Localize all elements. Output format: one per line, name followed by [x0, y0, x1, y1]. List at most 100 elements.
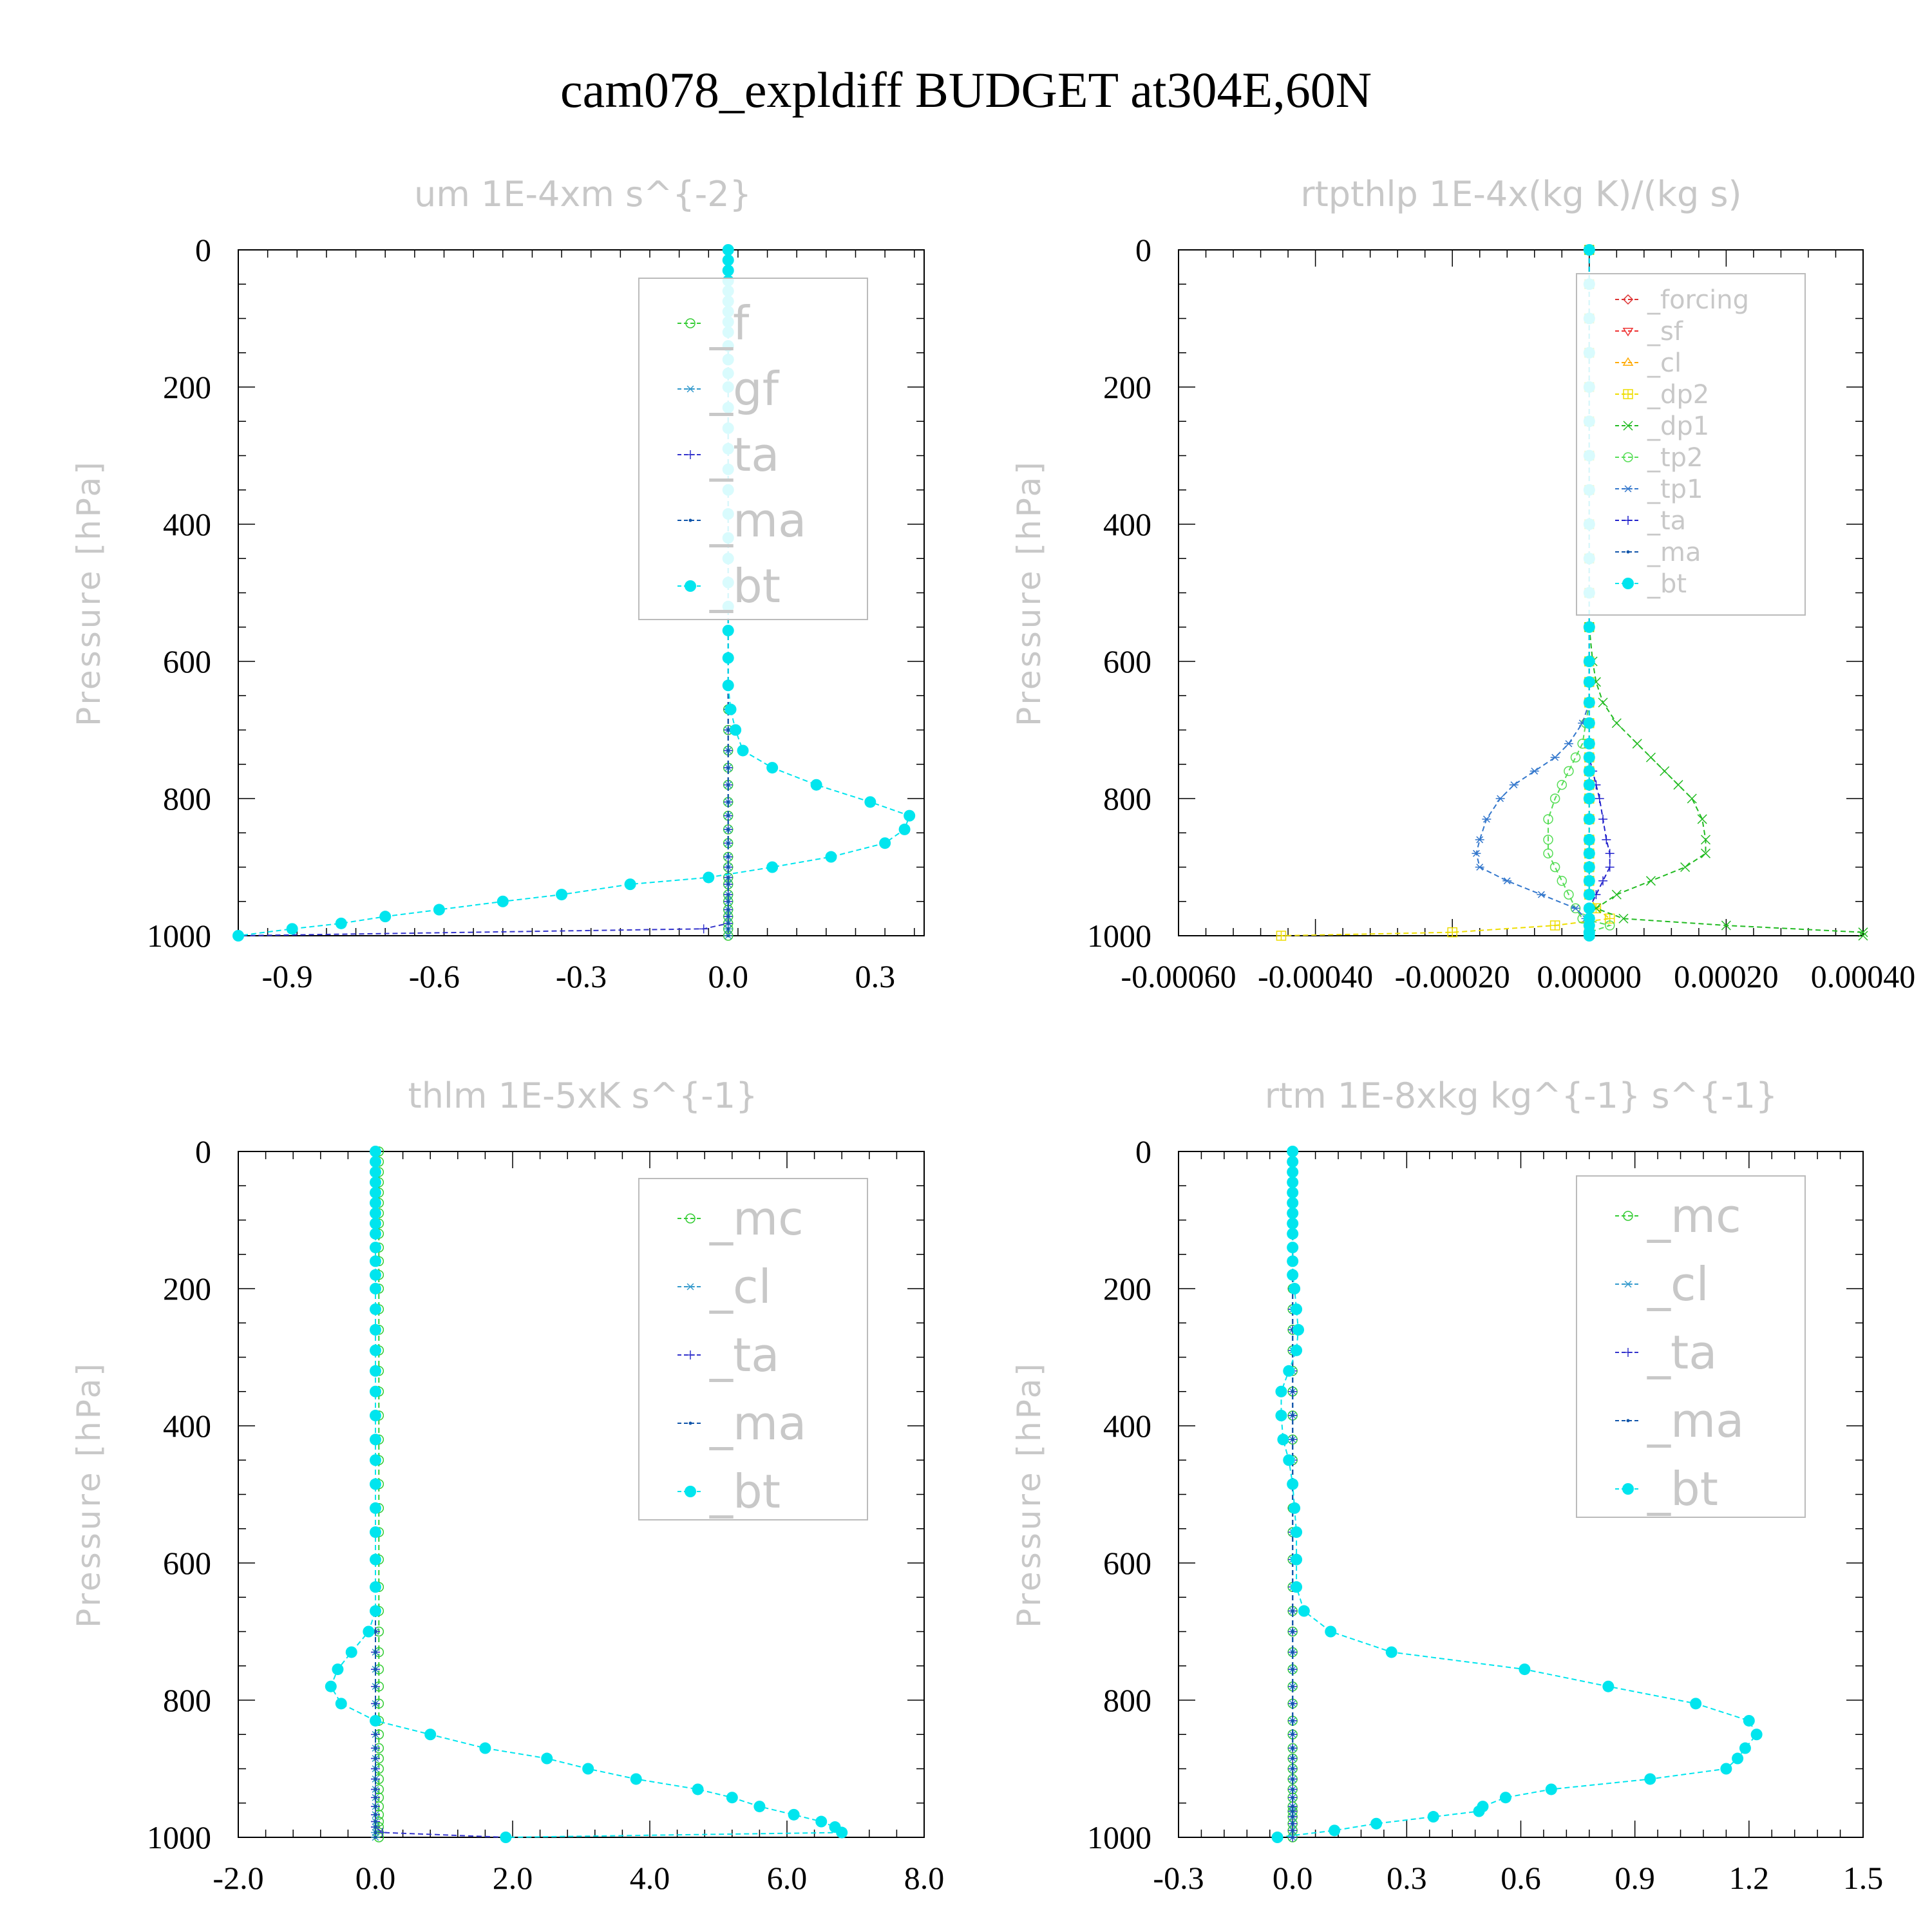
- thlm-point-ma: [374, 1701, 377, 1705]
- um-legend-marker: [685, 318, 696, 328]
- rtm-point-bt: [1287, 1207, 1299, 1219]
- thlm-point-bt: [370, 1605, 381, 1617]
- um-y-axis-label: Pressure [hPa]: [70, 459, 108, 726]
- thlm-point-ma: [374, 1795, 377, 1799]
- rtm-point-bt: [1325, 1625, 1337, 1638]
- rtpthlp-point-tp1: [1530, 767, 1539, 775]
- thlm-point-ta: [377, 1828, 387, 1837]
- figure-title: cam078_expldiff BUDGET at304E,60N: [560, 62, 1372, 118]
- thlm-point-bt: [370, 1365, 381, 1377]
- thlm-point-bt: [370, 1526, 381, 1539]
- um-point-bt: [722, 625, 734, 637]
- um-point-bt: [864, 796, 876, 808]
- rtm-point-bt: [1291, 1303, 1303, 1315]
- um-point-ma: [726, 855, 730, 859]
- thlm-point-bt: [370, 1176, 381, 1188]
- rtpthlp-point-dp1: [1598, 697, 1608, 708]
- rtm-point-bt: [1720, 1763, 1732, 1775]
- rtpthlp-point-bt: [1583, 779, 1595, 791]
- thlm-point-bt: [370, 1197, 381, 1209]
- thlm-point-bt: [345, 1646, 357, 1658]
- rtm-point-ma: [1291, 1767, 1294, 1770]
- rtm-point-bt: [1287, 1186, 1299, 1198]
- rtm-point-bt: [1289, 1283, 1301, 1294]
- um-point-bt: [722, 254, 734, 266]
- um-x-tick-label: 0.0: [708, 958, 748, 994]
- rtm-x-tick-label: 0.3: [1387, 1860, 1427, 1896]
- thlm-panel-title: thlm 1E-5xK s^{-1}: [408, 1075, 758, 1116]
- thlm-point-ma: [374, 1685, 377, 1689]
- rtm-y-tick-label: 800: [1103, 1682, 1151, 1718]
- um-point-bt: [879, 837, 891, 849]
- um-point-ma: [726, 841, 730, 845]
- thlm-legend-marker: [686, 1283, 695, 1291]
- um-point-ma: [726, 927, 730, 931]
- rtpthlp-point-tp1: [1482, 815, 1492, 823]
- rtm-point-bt: [1750, 1728, 1763, 1741]
- rtm-point-bt: [1743, 1714, 1755, 1727]
- rtpthlp-y-tick-label: 0: [1135, 232, 1151, 268]
- rtm-point-ma: [1291, 1777, 1294, 1781]
- thlm-point-ma: [374, 1747, 377, 1750]
- rtpthlp-point-dp1: [1700, 835, 1711, 845]
- rtpthlp-legend-label: _dp1: [1647, 412, 1709, 441]
- rtpthlp-point-tp2: [1564, 889, 1574, 900]
- rtpthlp-x-tick-label: -0.00060: [1121, 958, 1236, 994]
- thlm-x-tick-label: 8.0: [904, 1860, 945, 1896]
- rtm-y-axis-label: Pressure [hPa]: [1010, 1361, 1048, 1628]
- rtpthlp-point-tp2: [1570, 752, 1581, 762]
- um-point-ma: [726, 766, 730, 770]
- um-point-ma: [726, 908, 730, 912]
- rtm-point-bt: [1690, 1698, 1702, 1710]
- rtpthlp-point-dp1: [1687, 793, 1697, 804]
- um-panel-title: um 1E-4xm s^{-2}: [414, 174, 752, 214]
- rtpthlp-point-dp1: [1645, 752, 1656, 762]
- um-point-bt: [810, 779, 822, 791]
- thlm-point-ma: [374, 1650, 377, 1654]
- rtpthlp-point-dp1: [1611, 718, 1622, 728]
- um-legend-label: _ta: [709, 428, 779, 482]
- um-point-ma: [726, 866, 730, 869]
- rtm-point-ma: [1291, 1414, 1294, 1417]
- um-legend-marker: [686, 450, 695, 459]
- rtpthlp-legend-marker: [1622, 294, 1634, 305]
- thlm-legend-marker: [685, 1486, 696, 1497]
- thlm-point-bt: [370, 1283, 381, 1294]
- rtpthlp-point-dp1: [1611, 889, 1622, 900]
- um-point-ma: [726, 814, 730, 818]
- rtpthlp-x-tick-label: -0.00020: [1395, 958, 1510, 994]
- um-legend-marker: [686, 385, 695, 393]
- rtm-legend-marker: [1624, 1280, 1633, 1288]
- thlm-y-tick-label: 600: [163, 1545, 211, 1581]
- thlm-point-bt: [370, 1255, 381, 1267]
- thlm-point-bt: [370, 1146, 381, 1157]
- um-point-bt: [379, 911, 392, 923]
- rtm-point-bt: [1277, 1434, 1289, 1446]
- thlm-point-ma: [374, 1825, 377, 1829]
- rtm-point-ma: [1291, 1685, 1294, 1689]
- um-point-bt: [722, 679, 734, 692]
- thlm-point-bt: [370, 1155, 381, 1168]
- thlm-point-bt: [370, 1410, 381, 1422]
- rtm-point-bt: [1283, 1365, 1295, 1377]
- um-point-bt: [286, 923, 298, 935]
- rtpthlp-point-tp1: [1475, 864, 1484, 871]
- rtpthlp-point-bt: [1583, 656, 1595, 667]
- rtpthlp-point-ta: [1595, 794, 1604, 803]
- rtm-point-bt: [1287, 1269, 1299, 1281]
- rtm-legend-label: _mc: [1647, 1189, 1741, 1243]
- thlm-legend: _mc _cl _ta _ma _bt: [638, 1178, 868, 1520]
- rtm-point-ma: [1291, 1437, 1294, 1441]
- rtm-point-ma: [1291, 1804, 1294, 1808]
- thlm-point-bt: [424, 1728, 437, 1741]
- rtm-point-bt: [1298, 1605, 1310, 1617]
- rtm-point-bt: [1291, 1553, 1303, 1566]
- um-point-bt: [766, 861, 779, 873]
- rtpthlp-point-tp2: [1549, 862, 1560, 873]
- rtpthlp-legend-marker: [1623, 389, 1633, 399]
- rtm-point-ma: [1291, 1630, 1294, 1633]
- um-point-ma: [726, 783, 730, 787]
- rtpthlp-point-dp1: [1680, 862, 1690, 873]
